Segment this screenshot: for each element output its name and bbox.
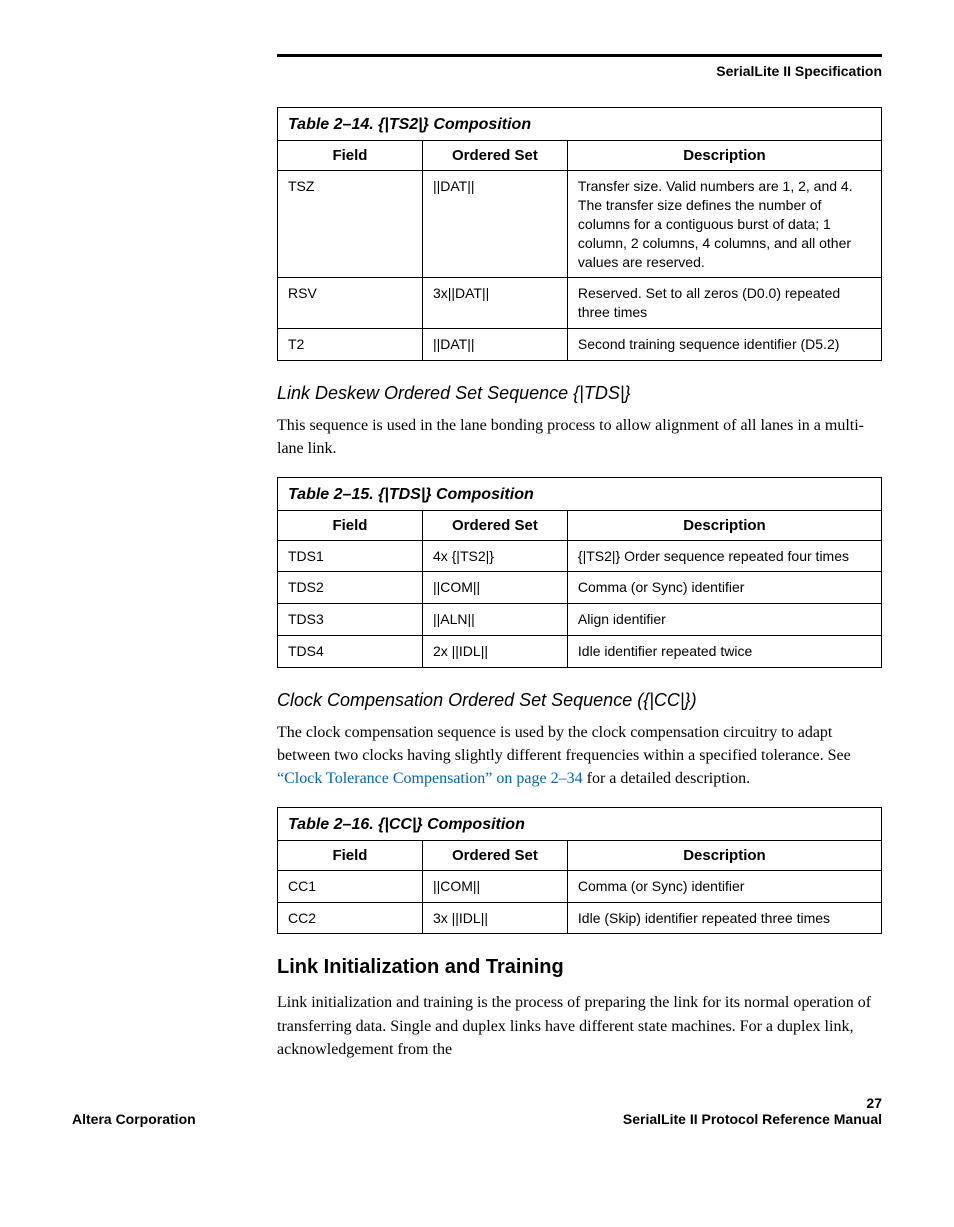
heading-tds: Link Deskew Ordered Set Sequence {|TDS|} bbox=[277, 383, 882, 404]
cell-description: Reserved. Set to all zeros (D0.0) repeat… bbox=[567, 278, 881, 329]
table-row: TSZ ||DAT|| Transfer size. Valid numbers… bbox=[278, 171, 882, 278]
cell-description: Comma (or Sync) identifier bbox=[567, 572, 881, 604]
cell-field: TDS4 bbox=[278, 636, 423, 668]
table-header-row: Field Ordered Set Description bbox=[278, 840, 882, 870]
table-row: CC2 3x ||IDL|| Idle (Skip) identifier re… bbox=[278, 902, 882, 934]
col-header-field: Field bbox=[278, 510, 423, 540]
footer-right: 27 SerialLite II Protocol Reference Manu… bbox=[623, 1095, 882, 1127]
cell-field: CC2 bbox=[278, 902, 423, 934]
cell-field: TDS2 bbox=[278, 572, 423, 604]
cell-ordered-set: 4x {|TS2|} bbox=[422, 540, 567, 572]
paragraph-tds-intro: This sequence is used in the lane bondin… bbox=[277, 414, 882, 460]
cell-field: CC1 bbox=[278, 870, 423, 902]
paragraph-cc-intro: The clock compensation sequence is used … bbox=[277, 721, 882, 791]
cell-description: Idle identifier repeated twice bbox=[567, 636, 881, 668]
table-cc-caption: Table 2–16. {|CC|} Composition bbox=[277, 807, 882, 840]
heading-cc: Clock Compensation Ordered Set Sequence … bbox=[277, 690, 882, 711]
col-header-description: Description bbox=[567, 510, 881, 540]
table-ts2-caption: Table 2–14. {|TS2|} Composition bbox=[277, 107, 882, 140]
cell-field: T2 bbox=[278, 329, 423, 361]
cell-ordered-set: 3x ||IDL|| bbox=[422, 902, 567, 934]
page: SerialLite II Specification Table 2–14. … bbox=[0, 0, 954, 1167]
cc-intro-prefix: The clock compensation sequence is used … bbox=[277, 724, 851, 764]
cell-description: Comma (or Sync) identifier bbox=[567, 870, 881, 902]
col-header-ordered-set: Ordered Set bbox=[422, 510, 567, 540]
top-rule bbox=[277, 54, 882, 57]
table-row: TDS1 4x {|TS2|} {|TS2|} Order sequence r… bbox=[278, 540, 882, 572]
table-tds: Table 2–15. {|TDS|} Composition Field Or… bbox=[277, 477, 882, 669]
cell-field: RSV bbox=[278, 278, 423, 329]
cell-description: Align identifier bbox=[567, 604, 881, 636]
table-row: CC1 ||COM|| Comma (or Sync) identifier bbox=[278, 870, 882, 902]
running-header: SerialLite II Specification bbox=[72, 63, 882, 79]
cell-description: Transfer size. Valid numbers are 1, 2, a… bbox=[567, 171, 881, 278]
footer-left: Altera Corporation bbox=[72, 1111, 196, 1127]
content-column: Table 2–14. {|TS2|} Composition Field Or… bbox=[277, 107, 882, 1061]
table-row: TDS2 ||COM|| Comma (or Sync) identifier bbox=[278, 572, 882, 604]
cc-intro-suffix: for a detailed description. bbox=[583, 770, 751, 787]
xref-clock-tolerance[interactable]: “Clock Tolerance Compensation” on page 2… bbox=[277, 770, 583, 787]
cell-ordered-set: ||DAT|| bbox=[422, 171, 567, 278]
cell-description: Second training sequence identifier (D5.… bbox=[567, 329, 881, 361]
table-row: TDS3 ||ALN|| Align identifier bbox=[278, 604, 882, 636]
cell-ordered-set: ||COM|| bbox=[422, 870, 567, 902]
cell-field: TDS1 bbox=[278, 540, 423, 572]
cell-ordered-set: ||DAT|| bbox=[422, 329, 567, 361]
page-footer: Altera Corporation 27 SerialLite II Prot… bbox=[72, 1095, 882, 1127]
table-row: TDS4 2x ||IDL|| Idle identifier repeated… bbox=[278, 636, 882, 668]
table-ts2: Table 2–14. {|TS2|} Composition Field Or… bbox=[277, 107, 882, 361]
table-tds-caption: Table 2–15. {|TDS|} Composition bbox=[277, 477, 882, 510]
table-row: T2 ||DAT|| Second training sequence iden… bbox=[278, 329, 882, 361]
col-header-ordered-set: Ordered Set bbox=[422, 141, 567, 171]
table-cc: Table 2–16. {|CC|} Composition Field Ord… bbox=[277, 807, 882, 935]
col-header-ordered-set: Ordered Set bbox=[422, 840, 567, 870]
col-header-description: Description bbox=[567, 840, 881, 870]
cell-description: {|TS2|} Order sequence repeated four tim… bbox=[567, 540, 881, 572]
heading-link-init: Link Initialization and Training bbox=[277, 956, 882, 979]
cell-ordered-set: ||ALN|| bbox=[422, 604, 567, 636]
cell-field: TDS3 bbox=[278, 604, 423, 636]
col-header-description: Description bbox=[567, 141, 881, 171]
table-header-row: Field Ordered Set Description bbox=[278, 141, 882, 171]
paragraph-link-init: Link initialization and training is the … bbox=[277, 991, 882, 1061]
cell-description: Idle (Skip) identifier repeated three ti… bbox=[567, 902, 881, 934]
col-header-field: Field bbox=[278, 141, 423, 171]
cell-ordered-set: 2x ||IDL|| bbox=[422, 636, 567, 668]
table-row: RSV 3x||DAT|| Reserved. Set to all zeros… bbox=[278, 278, 882, 329]
footer-page-number: 27 bbox=[623, 1095, 882, 1111]
cell-ordered-set: ||COM|| bbox=[422, 572, 567, 604]
cell-ordered-set: 3x||DAT|| bbox=[422, 278, 567, 329]
footer-manual-title: SerialLite II Protocol Reference Manual bbox=[623, 1111, 882, 1127]
col-header-field: Field bbox=[278, 840, 423, 870]
cell-field: TSZ bbox=[278, 171, 423, 278]
table-header-row: Field Ordered Set Description bbox=[278, 510, 882, 540]
